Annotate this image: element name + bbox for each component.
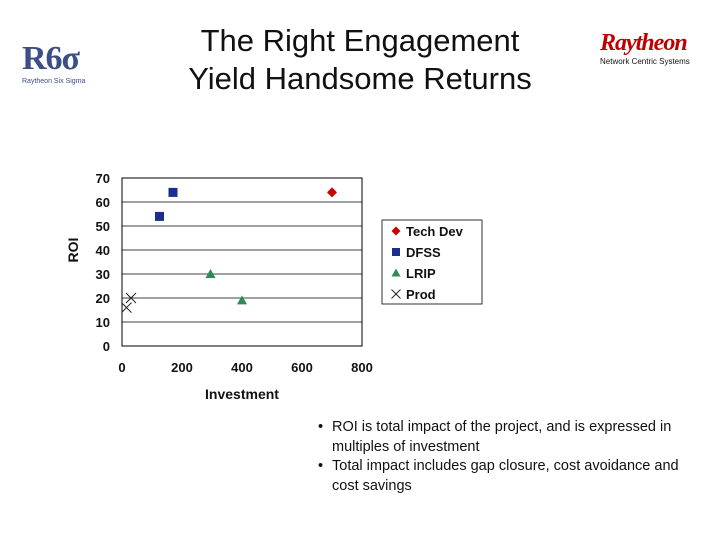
legend-marker bbox=[391, 226, 401, 236]
y-tick-label: 70 bbox=[96, 171, 110, 186]
logo-mark: R6σ bbox=[22, 40, 80, 77]
data-point-lrip bbox=[237, 295, 247, 305]
raytheon-logo: Raytheon Network Centric Systems bbox=[600, 30, 712, 66]
data-point-tech-dev bbox=[327, 187, 337, 198]
legend-box bbox=[381, 219, 483, 305]
logo-subtitle: Raytheon Six Sigma bbox=[22, 78, 86, 85]
x-tick-label: 200 bbox=[171, 360, 193, 375]
data-point-lrip bbox=[205, 269, 216, 278]
y-tick-label: 10 bbox=[96, 315, 110, 330]
data-point-prod bbox=[121, 302, 132, 313]
x-tick-label: 800 bbox=[351, 360, 373, 375]
plot-frame bbox=[121, 177, 363, 347]
x-tick-label: 400 bbox=[231, 360, 253, 375]
legend-label: LRIP bbox=[406, 266, 436, 281]
roi-chart: 0 10 20 30 40 50 60 70 0 200 400 600 800 Investment RO… bbox=[0, 160, 500, 410]
raytheon-brand: Raytheon bbox=[600, 30, 688, 56]
legend-marker bbox=[391, 289, 401, 299]
data-point-dfss bbox=[168, 187, 178, 197]
title-line-2: Yield Handsome Returns bbox=[188, 61, 532, 96]
legend-label: DFSS bbox=[406, 245, 441, 260]
bullet-item: Total impact includes gap closure, cost … bbox=[318, 457, 708, 496]
y-tick-label: 50 bbox=[96, 219, 110, 234]
roi-scatter-plot: 0 10 20 30 40 50 60 70 0 200 400 600 800 Investment RO… bbox=[65, 171, 483, 402]
legend-marker bbox=[391, 268, 401, 277]
slide-title: The Right Engagement Yield Handsome Retu… bbox=[150, 22, 570, 98]
legend-marker bbox=[392, 248, 400, 256]
y-tick-label: 20 bbox=[96, 291, 110, 306]
data-point-dfss bbox=[155, 211, 164, 221]
y-tick-label: 40 bbox=[96, 243, 110, 258]
x-tick-label: 0 bbox=[118, 360, 125, 375]
y-tick-label: 30 bbox=[96, 267, 110, 282]
legend-label: Prod bbox=[406, 287, 436, 302]
y-axis-title: ROI bbox=[65, 238, 81, 263]
bullet-item: ROI is total impact of the project, and … bbox=[318, 418, 708, 457]
raytheon-unit: Network Centric Systems bbox=[600, 57, 690, 66]
legend-label: Tech Dev bbox=[406, 224, 464, 239]
data-point-prod bbox=[125, 292, 137, 304]
x-tick-label: 600 bbox=[291, 360, 313, 375]
r6-sigma-logo: R6σ Raytheon Six Sigma bbox=[22, 38, 92, 90]
y-tick-label: 60 bbox=[96, 195, 110, 210]
bullet-list: ROI is total impact of the project, and … bbox=[318, 418, 708, 496]
y-tick-label: 0 bbox=[103, 339, 110, 354]
title-line-1: The Right Engagement bbox=[200, 23, 520, 58]
x-axis-title: Investment bbox=[205, 386, 279, 402]
